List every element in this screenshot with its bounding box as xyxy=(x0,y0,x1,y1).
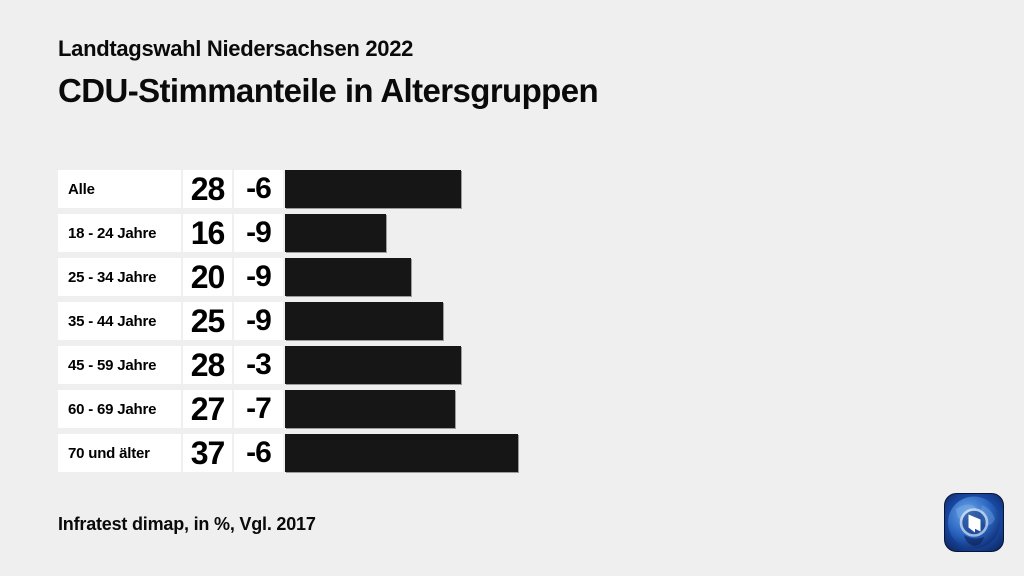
source-note: Infratest dimap, in %, Vgl. 2017 xyxy=(58,514,316,534)
chart-row: Alle 28 -6 xyxy=(58,170,978,208)
value-label: 25 xyxy=(183,302,232,340)
bar xyxy=(285,258,411,296)
category-label: 18 - 24 Jahre xyxy=(58,214,181,252)
chart-row: 35 - 44 Jahre 25 -9 xyxy=(58,302,978,340)
category-label: 60 - 69 Jahre xyxy=(58,390,181,428)
value-label: 28 xyxy=(183,170,232,208)
bar-chart: Alle 28 -6 18 - 24 Jahre 16 -9 25 - 34 J… xyxy=(58,170,978,478)
value-label: 20 xyxy=(183,258,232,296)
change-label: -7 xyxy=(234,390,283,428)
bar xyxy=(285,302,443,340)
bar xyxy=(285,214,386,252)
category-label: 25 - 34 Jahre xyxy=(58,258,181,296)
bar xyxy=(285,434,518,472)
bar xyxy=(285,390,455,428)
chart-row: 25 - 34 Jahre 20 -9 xyxy=(58,258,978,296)
value-label: 28 xyxy=(183,346,232,384)
tagesschau-globe-logo-icon xyxy=(944,493,1004,552)
change-label: -9 xyxy=(234,302,283,340)
category-label: 70 und älter xyxy=(58,434,181,472)
change-label: -3 xyxy=(234,346,283,384)
bar xyxy=(285,346,461,384)
value-label: 37 xyxy=(183,434,232,472)
chart-row: 18 - 24 Jahre 16 -9 xyxy=(58,214,978,252)
category-label: Alle xyxy=(58,170,181,208)
change-label: -9 xyxy=(234,258,283,296)
change-label: -9 xyxy=(234,214,283,252)
chart-kicker: Landtagswahl Niedersachsen 2022 xyxy=(58,36,414,61)
change-label: -6 xyxy=(234,170,283,208)
category-label: 45 - 59 Jahre xyxy=(58,346,181,384)
page-title: CDU-Stimmanteile in Altersgruppen xyxy=(58,72,599,109)
chart-row: 70 und älter 37 -6 xyxy=(58,434,978,472)
category-label: 35 - 44 Jahre xyxy=(58,302,181,340)
change-label: -6 xyxy=(234,434,283,472)
value-label: 27 xyxy=(183,390,232,428)
chart-row: 60 - 69 Jahre 27 -7 xyxy=(58,390,978,428)
chart-row: 45 - 59 Jahre 28 -3 xyxy=(58,346,978,384)
bar xyxy=(285,170,461,208)
value-label: 16 xyxy=(183,214,232,252)
